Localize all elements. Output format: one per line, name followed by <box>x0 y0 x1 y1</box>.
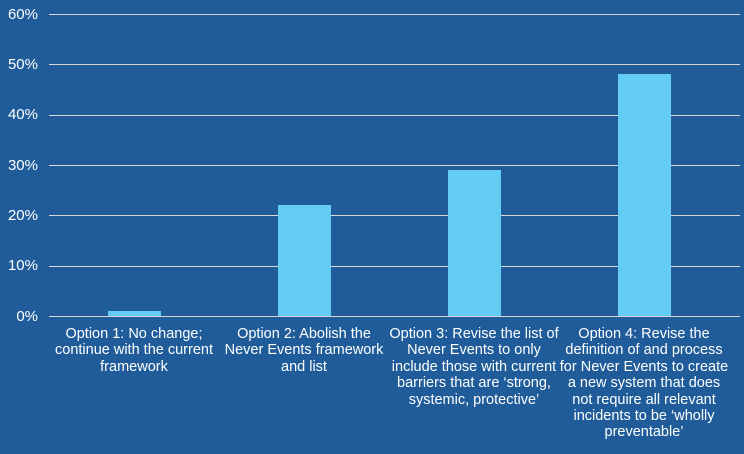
y-tick-50: 50% <box>7 56 38 73</box>
x-label-option-4: Option 4: Revise the definition of and p… <box>559 326 729 441</box>
gridline-10 <box>49 266 740 267</box>
x-axis-baseline <box>49 316 740 317</box>
bar-option-1 <box>108 311 161 316</box>
y-tick-40: 40% <box>7 106 38 123</box>
gridline-30 <box>49 165 740 166</box>
y-tick-60: 60% <box>7 6 38 23</box>
x-label-option-2: Option 2: Abolish the Never Events frame… <box>224 326 384 375</box>
y-tick-0: 0% <box>16 308 38 325</box>
gridline-20 <box>49 215 740 216</box>
y-tick-10: 10% <box>7 257 38 274</box>
gridline-60 <box>49 14 740 15</box>
bar-option-3 <box>448 170 501 316</box>
x-label-option-1: Option 1: No change; continue with the c… <box>55 326 213 375</box>
bar-option-2 <box>278 205 331 316</box>
y-tick-30: 30% <box>7 157 38 174</box>
x-label-option-3: Option 3: Revise the list of Never Event… <box>389 326 559 408</box>
gridline-40 <box>49 115 740 116</box>
gridline-50 <box>49 64 740 65</box>
bar-option-4 <box>618 74 671 316</box>
y-tick-20: 20% <box>7 207 38 224</box>
